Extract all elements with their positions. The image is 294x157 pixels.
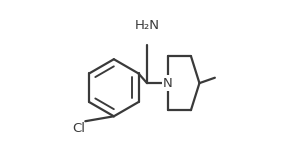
Text: H₂N: H₂N: [134, 19, 160, 32]
Text: Cl: Cl: [72, 122, 85, 135]
Text: N: N: [163, 77, 173, 90]
